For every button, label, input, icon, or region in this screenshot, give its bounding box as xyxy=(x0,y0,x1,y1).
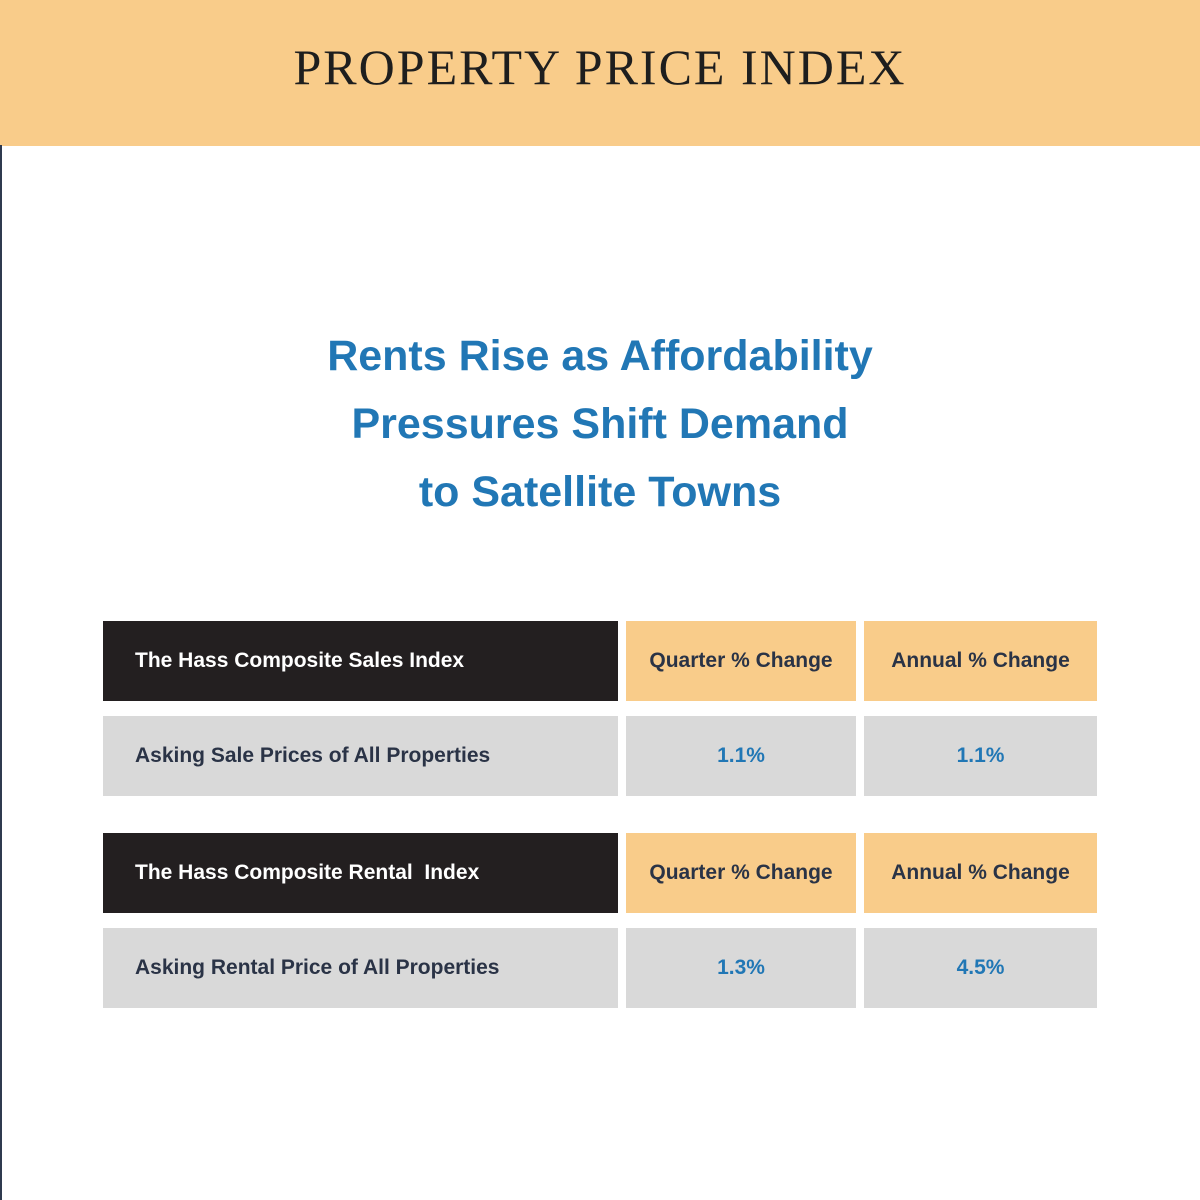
rental-index-header-row: The Hass Composite Rental Index Quarter … xyxy=(103,833,1097,913)
left-border-line xyxy=(0,145,2,1200)
rental-index-data-row: Asking Rental Price of All Properties 1.… xyxy=(103,928,1097,1008)
rental-annual-value: 4.5% xyxy=(864,928,1097,1008)
headline-line-1: Rents Rise as Affordability xyxy=(327,332,873,380)
page-title: PROPERTY PRICE INDEX xyxy=(293,39,907,95)
sales-index-name: The Hass Composite Sales Index xyxy=(103,621,618,701)
sales-quarter-value: 1.1% xyxy=(626,716,856,796)
rental-quarter-header: Quarter % Change xyxy=(626,833,856,913)
sales-quarter-header: Quarter % Change xyxy=(626,621,856,701)
headline-line-3: to Satellite Towns xyxy=(418,468,782,516)
rental-row-label: Asking Rental Price of All Properties xyxy=(103,928,618,1008)
sales-row-label: Asking Sale Prices of All Properties xyxy=(103,716,618,796)
sales-index-header-row: The Hass Composite Sales Index Quarter %… xyxy=(103,621,1097,701)
sales-index-data-row: Asking Sale Prices of All Properties 1.1… xyxy=(103,716,1097,796)
rental-index-name: The Hass Composite Rental Index xyxy=(103,833,618,913)
sales-annual-header: Annual % Change xyxy=(864,621,1097,701)
headline: Rents Rise as Affordability Pressures Sh… xyxy=(0,322,1200,526)
rental-quarter-value: 1.3% xyxy=(626,928,856,1008)
sales-annual-value: 1.1% xyxy=(864,716,1097,796)
rental-annual-header: Annual % Change xyxy=(864,833,1097,913)
header-band: PROPERTY PRICE INDEX xyxy=(0,0,1200,146)
headline-line-2: Pressures Shift Demand xyxy=(351,400,849,448)
